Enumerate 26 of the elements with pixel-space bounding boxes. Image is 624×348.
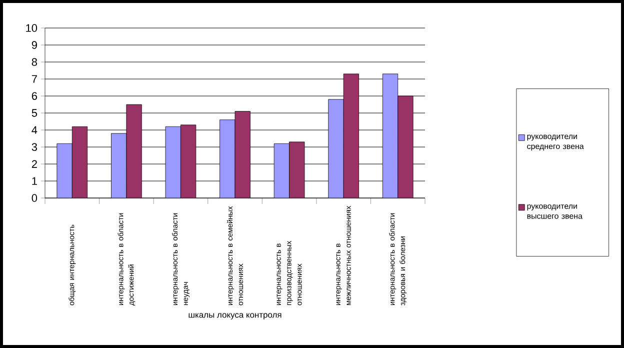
y-tick-label: 0: [32, 194, 38, 202]
bar: [398, 96, 414, 198]
bar: [126, 104, 142, 198]
y-tick-label: 8: [32, 58, 37, 66]
y-tick-label: 7: [32, 75, 37, 83]
y-tick-label: 3: [32, 143, 37, 151]
y-tick-label: 10: [26, 24, 38, 32]
bar: [289, 142, 305, 198]
x-axis-title: шкалы локуса контроля: [188, 313, 282, 320]
bar: [382, 74, 398, 198]
bar: [56, 143, 72, 198]
y-tick-label: 1: [32, 177, 37, 185]
bar: [220, 120, 236, 198]
bar: [234, 111, 250, 198]
y-tick-label: 4: [32, 126, 38, 134]
y-tick-label: 9: [32, 41, 37, 49]
bar: [343, 74, 359, 198]
bar: [165, 126, 181, 198]
bar: [72, 126, 88, 198]
bar: [180, 124, 196, 198]
y-tick-label: 5: [32, 109, 38, 117]
bar: [328, 99, 344, 198]
bar: [111, 133, 127, 198]
y-tick-label: 6: [32, 92, 37, 100]
bar: [274, 143, 290, 198]
y-tick-label: 2: [32, 160, 37, 168]
